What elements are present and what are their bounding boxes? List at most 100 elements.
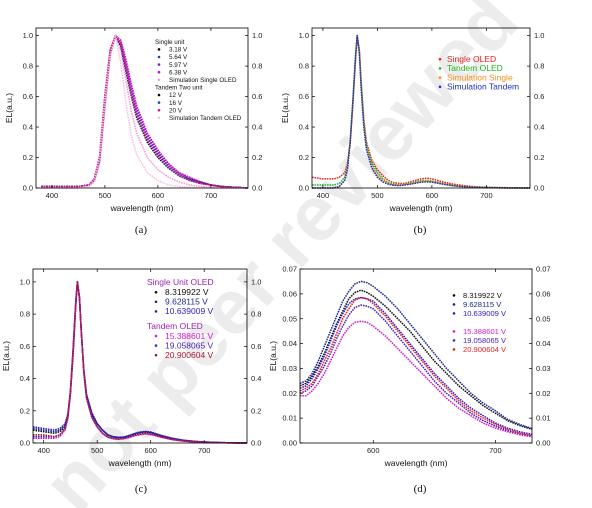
- x-tick-label: 600: [426, 191, 439, 200]
- series-line-1: [41, 34, 249, 189]
- series-line-3: [41, 34, 249, 189]
- y-tick-label: 0.01: [282, 414, 297, 423]
- legend-marker: [157, 70, 161, 74]
- y-tick-label-right: 1.0: [252, 31, 262, 40]
- y-tick-label: 0.03: [282, 364, 297, 373]
- legend-entry: 20.900604 V: [463, 345, 507, 354]
- x-axis-label: wavelength (nm): [389, 203, 453, 213]
- y-tick-label-right: 0.01: [536, 414, 551, 423]
- y-axis-label: EL(a.u.): [268, 341, 278, 371]
- x-tick-label: 600: [152, 191, 165, 200]
- y-tick-label: 0.2: [299, 153, 309, 162]
- legend-marker: [157, 101, 161, 104]
- y-tick-label-right: 0.4: [252, 123, 262, 132]
- legend: 8.319922 V9.628115 V10.639009 V 15.388601…: [452, 291, 507, 354]
- series-line-5: [41, 34, 249, 189]
- legend-entry: 8.319922 V: [165, 287, 209, 297]
- legend-entry: 10.639009 V: [165, 306, 214, 316]
- series-line-4: [41, 34, 248, 189]
- legend-entry: 16 V: [169, 100, 183, 107]
- panel-d: 600 700 0.00 0.00 0.01 0.01 0.02 0.02 0.03 0.03 0.…: [268, 265, 551, 495]
- legend-marker: [157, 93, 161, 97]
- plot-frame: [32, 268, 248, 444]
- y-tick-label: 0.8: [20, 310, 30, 319]
- x-tick-label: 400: [37, 446, 50, 455]
- y-tick-label: 0.6: [20, 342, 30, 351]
- y-tick-label: 0.06: [282, 289, 297, 298]
- legend-entry: 6.38 V: [169, 69, 188, 76]
- legend-marker: [157, 116, 161, 120]
- legend-entry: 19.058065 V: [165, 340, 214, 350]
- series-line-4: [299, 304, 533, 437]
- legend-marker: [452, 303, 456, 306]
- y-tick-label-right: 0.0: [251, 439, 261, 448]
- legend-title: Tandem Two unit: [155, 85, 203, 92]
- x-axis-label: wavelength (nm): [384, 458, 448, 468]
- y-tick-label: 0.00: [282, 439, 297, 448]
- legend-marker: [452, 339, 456, 342]
- y-tick-label-right: 0.02: [536, 389, 551, 398]
- y-tick-label: 0.6: [299, 92, 309, 101]
- x-axis-label: wavelength (nm): [110, 203, 174, 213]
- legend-marker: [438, 76, 442, 79]
- legend-entry: Simulation Tandem OLED: [169, 115, 242, 122]
- y-tick-label: 0.6: [23, 92, 33, 101]
- legend-entry: 5.97 V: [169, 62, 188, 69]
- legend-title: Single unit: [155, 39, 185, 46]
- x-tick-label: 700: [198, 446, 211, 455]
- legend-marker: [157, 108, 161, 112]
- panel-a: 400 500 600 700 0.0 0.0 0.2 0.2 0.4 0.4 0.6 0.6 0.8 0…: [4, 27, 262, 236]
- legend-entry: 8.319922 V: [463, 291, 503, 300]
- panel-b: 400 500 600 700 0.0 0.0 0.2 0.2 0.4 0.4 0.6 0.6 0.8 0…: [280, 27, 544, 236]
- panel-caption: (c): [135, 483, 148, 495]
- series-line-8: [41, 34, 248, 189]
- legend-marker: [438, 85, 442, 89]
- legend-entry: Simulation Single: [447, 72, 513, 82]
- legend-marker: [438, 67, 442, 70]
- x-tick-label: 600: [367, 446, 380, 455]
- legend-entry: 10.639009 V: [463, 309, 507, 318]
- y-tick-label-right: 0.6: [534, 92, 544, 101]
- legend-entry: 5.64 V: [169, 54, 188, 61]
- series-line-6: [41, 34, 249, 189]
- series-line-0: [299, 289, 533, 431]
- y-tick-label: 0.2: [23, 153, 33, 162]
- y-tick-label-right: 1.0: [534, 31, 544, 40]
- legend-marker: [154, 353, 158, 357]
- y-tick-label-right: 0.6: [251, 342, 261, 351]
- panel-c: 400 500 600 700 0.0 0.0 0.2 0.2 0.4 0.4 0.6 0.6 0.8 0…: [1, 268, 261, 495]
- plot-frame: [35, 27, 249, 189]
- y-tick-label-right: 0.00: [536, 439, 551, 448]
- legend-marker: [157, 48, 161, 51]
- y-tick-label: 0.4: [20, 374, 30, 383]
- y-tick-label-right: 0.2: [252, 153, 262, 162]
- y-tick-label-right: 0.4: [251, 374, 261, 383]
- legend-entry: 9.628115 V: [463, 300, 502, 309]
- legend-entry: 20.900604 V: [165, 350, 214, 360]
- x-tick-label: 700: [205, 191, 218, 200]
- legend-marker: [154, 344, 158, 347]
- legend-entry: 12 V: [169, 92, 183, 99]
- y-tick-label-right: 0.6: [252, 92, 262, 101]
- legend-marker: [154, 310, 158, 313]
- series-line-5: [299, 296, 533, 437]
- y-tick-label-right: 0.8: [534, 62, 544, 71]
- x-tick-label: 500: [371, 191, 384, 200]
- series-line-3: [300, 320, 533, 438]
- y-axis-label: EL(a.u.): [1, 341, 11, 371]
- legend-marker: [452, 312, 456, 315]
- legend-entry: Simulation Single OLED: [169, 77, 237, 84]
- legend-marker: [154, 300, 158, 304]
- y-tick-label: 0.04: [282, 339, 297, 348]
- legend-title: Single Unit OLED: [147, 277, 214, 287]
- y-tick-label-right: 0.0: [534, 184, 544, 193]
- panel-caption: (a): [135, 224, 148, 236]
- y-tick-label: 1.0: [20, 277, 30, 286]
- legend-marker: [452, 294, 456, 297]
- y-tick-label-right: 0.4: [534, 123, 544, 132]
- y-tick-label: 0.0: [20, 439, 30, 448]
- y-tick-label: 0.4: [299, 123, 309, 132]
- y-axis-label: EL(a.u.): [4, 93, 14, 123]
- legend-entry: Tandem OLED: [447, 63, 503, 73]
